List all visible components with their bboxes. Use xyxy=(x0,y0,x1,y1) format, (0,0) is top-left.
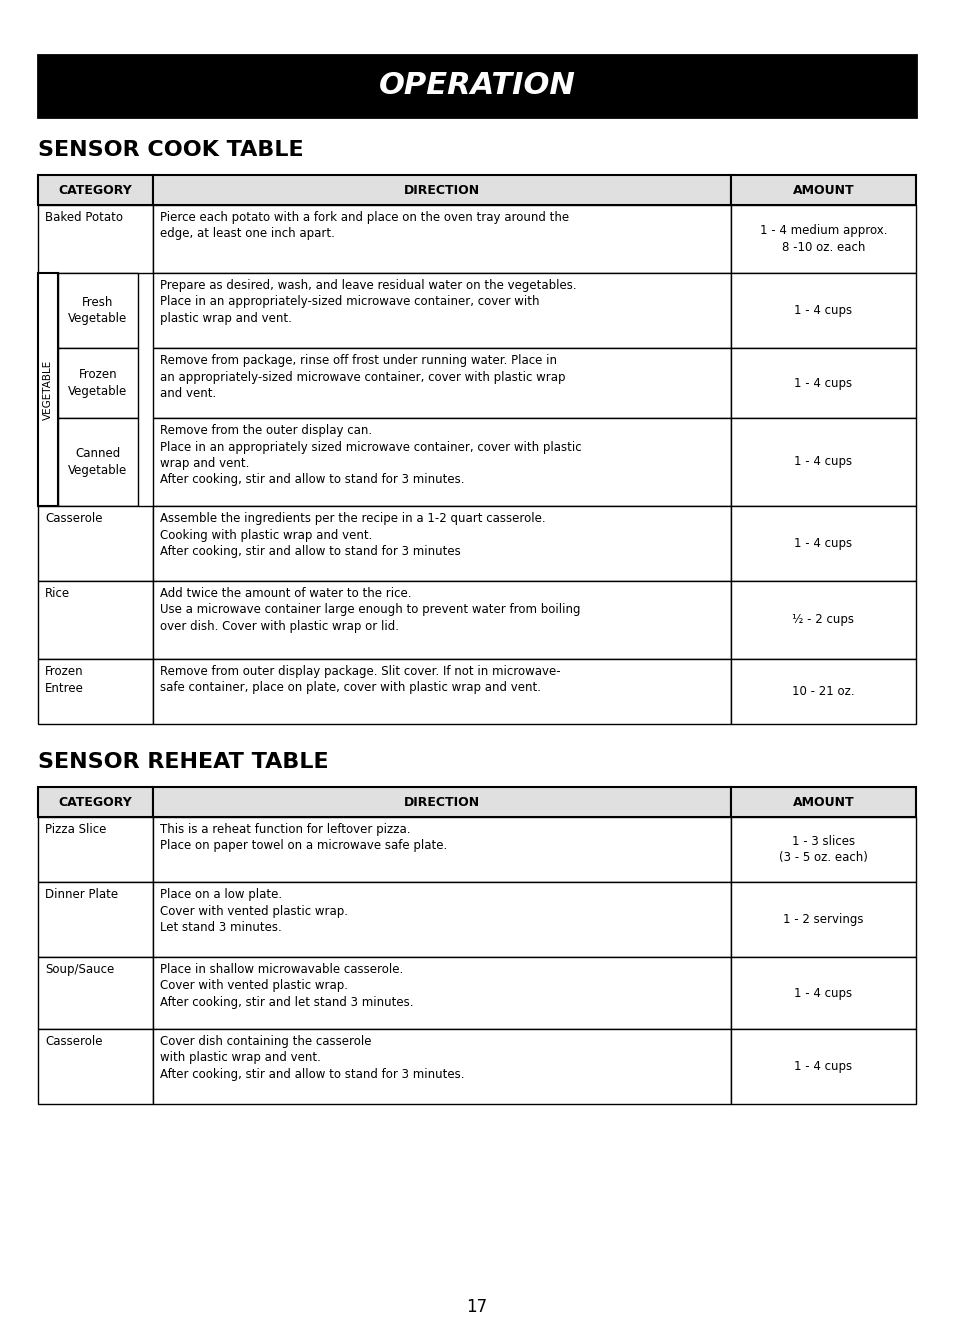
Bar xyxy=(152,817,730,882)
Text: 1 - 4 cups: 1 - 4 cups xyxy=(794,986,852,1000)
Text: Baked Potato: Baked Potato xyxy=(45,211,123,224)
Bar xyxy=(58,272,138,348)
Bar xyxy=(152,581,730,659)
Bar xyxy=(38,882,152,957)
Text: 1 - 4 cups: 1 - 4 cups xyxy=(794,1060,852,1074)
Text: Add twice the amount of water to the rice.
Use a microwave container large enoug: Add twice the amount of water to the ric… xyxy=(160,586,579,633)
Bar xyxy=(38,272,58,506)
Bar xyxy=(38,205,152,272)
Text: Frozen
Vegetable: Frozen Vegetable xyxy=(69,368,128,397)
Text: SENSOR COOK TABLE: SENSOR COOK TABLE xyxy=(38,140,303,160)
Text: AMOUNT: AMOUNT xyxy=(792,184,854,196)
Text: Assemble the ingredients per the recipe in a 1-2 quart casserole.
Cooking with p: Assemble the ingredients per the recipe … xyxy=(160,513,545,558)
Text: 1 - 2 servings: 1 - 2 servings xyxy=(782,913,862,926)
Text: Pizza Slice: Pizza Slice xyxy=(45,823,107,836)
Bar xyxy=(730,581,915,659)
Bar xyxy=(730,1029,915,1104)
Bar xyxy=(152,174,730,205)
Bar xyxy=(730,957,915,1029)
Text: Dinner Plate: Dinner Plate xyxy=(45,888,118,900)
Text: Casserole: Casserole xyxy=(45,1035,102,1048)
Bar xyxy=(730,348,915,417)
Text: OPERATION: OPERATION xyxy=(378,71,575,101)
Text: Rice: Rice xyxy=(45,586,71,600)
Bar xyxy=(38,55,915,117)
Text: Cover dish containing the casserole
with plastic wrap and vent.
After cooking, s: Cover dish containing the casserole with… xyxy=(160,1035,464,1082)
Text: Frozen
Entree: Frozen Entree xyxy=(45,666,84,695)
Text: VEGETABLE: VEGETABLE xyxy=(43,360,53,420)
Bar xyxy=(38,817,152,882)
Text: CATEGORY: CATEGORY xyxy=(58,184,132,196)
Bar xyxy=(152,957,730,1029)
Text: Fresh
Vegetable: Fresh Vegetable xyxy=(69,295,128,325)
Text: Remove from outer display package. Slit cover. If not in microwave-
safe contain: Remove from outer display package. Slit … xyxy=(160,666,560,695)
Text: CATEGORY: CATEGORY xyxy=(58,796,132,808)
Bar xyxy=(58,348,138,417)
Text: Pierce each potato with a fork and place on the oven tray around the
edge, at le: Pierce each potato with a fork and place… xyxy=(160,211,569,240)
Text: Canned
Vegetable: Canned Vegetable xyxy=(69,447,128,476)
Bar xyxy=(152,506,730,581)
Bar xyxy=(58,417,138,506)
Bar xyxy=(152,882,730,957)
Text: 1 - 4 cups: 1 - 4 cups xyxy=(794,455,852,468)
Bar xyxy=(152,659,730,723)
Bar xyxy=(152,417,730,506)
Bar xyxy=(730,174,915,205)
Text: ½ - 2 cups: ½ - 2 cups xyxy=(792,613,854,627)
Text: This is a reheat function for leftover pizza.
Place on paper towel on a microwav: This is a reheat function for leftover p… xyxy=(160,823,447,852)
Text: 10 - 21 oz.: 10 - 21 oz. xyxy=(791,684,854,698)
Bar xyxy=(730,882,915,957)
Text: Place in shallow microwavable casserole.
Cover with vented plastic wrap.
After c: Place in shallow microwavable casserole.… xyxy=(160,964,413,1009)
Bar xyxy=(38,506,152,581)
Text: Prepare as desired, wash, and leave residual water on the vegetables.
Place in a: Prepare as desired, wash, and leave resi… xyxy=(160,279,576,325)
Text: 1 - 4 cups: 1 - 4 cups xyxy=(794,377,852,389)
Bar xyxy=(730,417,915,506)
Bar xyxy=(152,1029,730,1104)
Bar xyxy=(38,659,152,723)
Bar xyxy=(152,348,730,417)
Text: Casserole: Casserole xyxy=(45,513,102,525)
Text: Place on a low plate.
Cover with vented plastic wrap.
Let stand 3 minutes.: Place on a low plate. Cover with vented … xyxy=(160,888,348,934)
Bar xyxy=(152,272,730,348)
Text: Remove from package, rinse off frost under running water. Place in
an appropriat: Remove from package, rinse off frost und… xyxy=(160,354,565,400)
Bar xyxy=(730,786,915,817)
Bar xyxy=(730,659,915,723)
Text: DIRECTION: DIRECTION xyxy=(403,796,479,808)
Text: 1 - 4 cups: 1 - 4 cups xyxy=(794,537,852,550)
Bar xyxy=(38,174,152,205)
Bar xyxy=(38,1029,152,1104)
Bar xyxy=(730,205,915,272)
Bar xyxy=(152,205,730,272)
Text: 1 - 4 medium approx.
8 -10 oz. each: 1 - 4 medium approx. 8 -10 oz. each xyxy=(759,224,886,254)
Bar xyxy=(730,817,915,882)
Text: AMOUNT: AMOUNT xyxy=(792,796,854,808)
Bar xyxy=(38,581,152,659)
Text: Soup/Sauce: Soup/Sauce xyxy=(45,964,114,976)
Text: 1 - 4 cups: 1 - 4 cups xyxy=(794,305,852,317)
Bar xyxy=(152,786,730,817)
Text: 1 - 3 slices
(3 - 5 oz. each): 1 - 3 slices (3 - 5 oz. each) xyxy=(779,835,867,864)
Text: DIRECTION: DIRECTION xyxy=(403,184,479,196)
Bar xyxy=(730,272,915,348)
Bar xyxy=(38,786,152,817)
Bar xyxy=(38,957,152,1029)
Bar xyxy=(730,506,915,581)
Text: SENSOR REHEAT TABLE: SENSOR REHEAT TABLE xyxy=(38,752,328,772)
Text: Remove from the outer display can.
Place in an appropriately sized microwave con: Remove from the outer display can. Place… xyxy=(160,424,581,487)
Text: 17: 17 xyxy=(466,1298,487,1317)
